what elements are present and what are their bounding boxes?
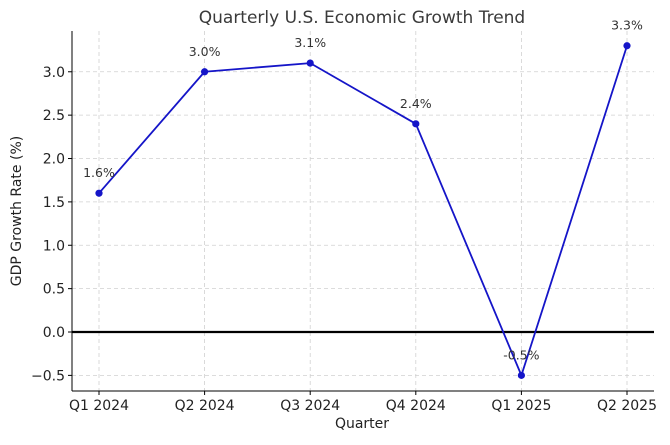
data-point bbox=[412, 120, 420, 128]
x-tick-label: Q3 2024 bbox=[280, 398, 340, 414]
y-tick-label: 2.0 bbox=[43, 152, 65, 168]
tick-labels: −0.5 0.0 0.5 1.0 1.5 2.0 2.5 3.0 Q1 2024 Q2 2024 Q… bbox=[31, 65, 657, 414]
data-labels: 1.6% 3.0% 3.1% 2.4% -0.5% 3.3% bbox=[83, 18, 643, 363]
x-tick-label: Q1 2024 bbox=[69, 398, 129, 414]
y-tick-label: 0.0 bbox=[43, 325, 65, 341]
data-label: -0.5% bbox=[503, 347, 539, 362]
axes bbox=[68, 31, 654, 395]
data-label: 3.1% bbox=[294, 35, 326, 50]
data-label: 2.4% bbox=[400, 96, 432, 111]
grid bbox=[72, 31, 654, 391]
data-label: 3.3% bbox=[611, 18, 643, 33]
chart-title: Quarterly U.S. Economic Growth Trend bbox=[199, 8, 525, 28]
x-axis-label: Quarter bbox=[335, 416, 389, 432]
y-axis-label: GDP Growth Rate (%) bbox=[9, 136, 25, 286]
x-tick-label: Q2 2025 bbox=[597, 398, 657, 414]
series-line bbox=[98, 45, 628, 377]
y-tick-label: 0.5 bbox=[43, 282, 65, 298]
data-point bbox=[623, 42, 631, 50]
series-layer bbox=[95, 42, 631, 379]
data-label: 3.0% bbox=[189, 44, 221, 59]
data-point bbox=[306, 59, 314, 67]
x-tick-label: Q1 2025 bbox=[491, 398, 551, 414]
y-tick-label: 2.5 bbox=[43, 108, 65, 124]
y-tick-label: 1.5 bbox=[43, 195, 65, 211]
data-point bbox=[517, 371, 526, 379]
y-tick-label: 3.0 bbox=[43, 65, 65, 81]
data-point bbox=[95, 189, 103, 197]
data-label: 1.6% bbox=[83, 165, 115, 180]
data-point bbox=[201, 68, 209, 76]
x-tick-label: Q2 2024 bbox=[175, 398, 235, 414]
y-tick-label: −0.5 bbox=[31, 368, 65, 384]
y-tick-label: 1.0 bbox=[43, 238, 65, 254]
x-tick-label: Q4 2024 bbox=[386, 398, 446, 414]
